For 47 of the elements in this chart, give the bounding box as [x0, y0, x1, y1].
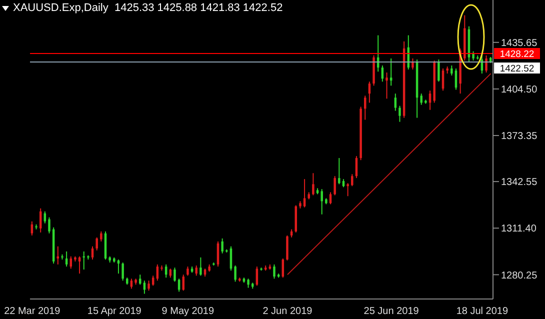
y-tick-label: 1280.25	[501, 270, 538, 282]
candlestick	[148, 280, 150, 292]
candlestick	[286, 234, 288, 261]
candlestick	[338, 158, 340, 185]
x-tick-label: 25 Jun 2019	[364, 306, 420, 318]
candlestick	[186, 266, 189, 276]
candlestick	[221, 238, 224, 254]
candlestick	[48, 216, 50, 234]
candlestick	[420, 93, 422, 106]
candlestick	[82, 250, 85, 270]
y-tick-label: 1404.50	[501, 84, 538, 96]
y-tick-label: 1373.35	[501, 131, 538, 142]
candlestick	[100, 230, 102, 242]
candlestick	[394, 93, 397, 112]
candlestick	[174, 267, 176, 282]
candlestick	[312, 172, 314, 196]
candlestick	[303, 178, 306, 208]
chart-title: XAUUSD.Exp,Daily 1425.33 1425.88 1421.83 1422.52	[13, 2, 283, 14]
x-tick-label: 2 Jun 2019	[262, 306, 313, 318]
y-tick-label: 1342.55	[501, 177, 538, 188]
y-tick-label: 1311.40	[501, 224, 537, 235]
candlestick	[351, 174, 354, 187]
candlestick	[247, 278, 250, 288]
candlestick	[472, 50, 474, 62]
candlestick	[334, 176, 336, 196]
candlestick	[438, 59, 440, 82]
candlestick	[320, 188, 323, 215]
x-tick-label: 9 May 2019	[162, 306, 214, 318]
ref-line-label: 1428.22	[500, 48, 534, 60]
candlestick	[273, 264, 276, 280]
y-tick-label: 1435.65	[501, 38, 538, 49]
candlestick	[398, 105, 401, 122]
candlestick	[450, 64, 453, 76]
candlestick	[234, 265, 236, 282]
candlestick	[195, 265, 198, 276]
x-tick-label: 18 Jul 2019	[456, 306, 508, 318]
x-tick-label: 15 Apr 2019	[87, 306, 142, 318]
x-tick-label: 22 Mar 2019	[4, 306, 61, 318]
candlestick	[386, 72, 388, 100]
candlestick	[138, 274, 142, 286]
candlestick	[122, 262, 124, 282]
candlestick	[412, 58, 414, 70]
candlestick	[485, 54, 488, 74]
candlestick	[96, 236, 98, 251]
candlestick	[200, 256, 202, 276]
candlestick	[346, 182, 349, 197]
ref-line-label: 1422.52	[500, 63, 534, 74]
